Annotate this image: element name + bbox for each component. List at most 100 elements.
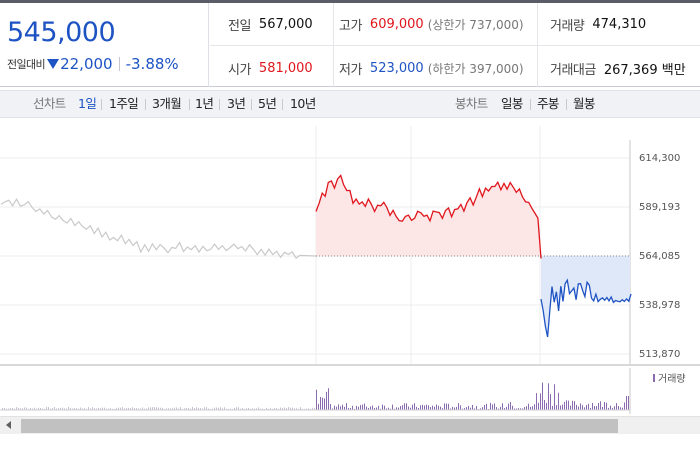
volume-bar [388,407,389,410]
scroll-left-arrow-icon[interactable] [6,421,11,429]
volume-bar [500,406,501,410]
volume-bar [250,408,251,410]
lower-limit: (하한가 397,000) [427,61,524,76]
volume-bar [376,407,377,410]
volume-bar [620,407,621,410]
volume-bar [476,406,477,410]
volume-bar [20,408,21,410]
volume-bar [442,408,443,410]
volume-cell: 거래량 474,310 [550,14,646,34]
volume-bar [114,408,115,410]
candle-chart-label: 봉차트 [455,96,488,111]
volume-bar [60,407,61,410]
volume-bar [10,408,11,410]
horizontal-scrollbar[interactable] [0,416,700,434]
volume-bar [552,406,553,410]
volume-bar [508,403,509,410]
volume-bar [482,407,483,410]
volume-bar [216,407,217,410]
volume-bar [198,407,199,410]
volume-bar [458,403,459,410]
volume-bar [96,408,97,410]
volume-bar [606,402,607,410]
volume-bar [324,398,325,410]
tab-period-10y[interactable]: 10년 [290,96,316,111]
volume-bar [188,408,189,410]
volume-bar [342,404,343,410]
volume-bar [540,393,541,410]
tab-period-5y[interactable]: 5년 [258,96,277,111]
tab-period-1d[interactable]: 1일 [78,96,97,111]
open-label: 시가 [228,62,251,78]
volume-bar [218,407,219,410]
volume-bar [614,406,615,410]
tab-candle-weekly[interactable]: 주봉 [537,96,559,111]
tab-period-1w[interactable]: 1주일 [109,96,139,111]
trade-value-label: 거래대금 [550,62,596,78]
volume-bar [564,401,565,410]
volume-bar [544,400,545,410]
tab-period-3m[interactable]: 3개월 [152,96,182,111]
volume-bar [220,407,221,410]
high-label: 고가 [339,18,362,34]
volume-bar [146,408,147,410]
volume-bar [480,408,481,410]
volume-bar [404,403,405,410]
volume-bar [486,403,487,410]
tab-period-1y[interactable]: 1년 [195,96,214,111]
volume-bar [120,407,121,410]
volume-bar [98,407,99,410]
volume-bar [138,408,139,410]
scrollbar-thumb[interactable] [21,419,618,433]
volume-bar [584,407,585,410]
volume-bar [190,408,191,410]
volume-bar [40,408,41,410]
volume-bar [460,405,461,410]
y-tick-label: 589,193 [639,202,680,213]
volume-bar [212,408,213,410]
prev-close-label: 전일 [228,18,251,34]
volume-bar [492,404,493,410]
price-chart: 614,300 589,193 564,085 538,978 513,870 … [0,126,700,414]
volume-bar [456,406,457,410]
volume-bar [204,407,205,410]
volume-bar [18,407,19,410]
volume-bar [604,402,605,410]
tab-period-3y[interactable]: 3년 [227,96,246,111]
volume-bar [174,407,175,410]
trade-value-cell: 거래대금 267,369 백만 [550,58,686,78]
volume-bar [418,408,419,410]
volume-bar [356,405,357,410]
volume-bar [526,406,527,410]
volume-bar [200,408,201,410]
volume-bar [574,401,575,410]
volume-bar [516,408,517,410]
volume-bar [66,408,67,410]
volume-bar [238,407,239,410]
volume-bar [314,408,315,410]
volume-bar [408,406,409,410]
volume-bar [406,403,407,410]
high-cell: 고가 609,000 (상한가 737,000) [339,14,524,34]
tab-candle-monthly[interactable]: 월봉 [573,96,595,111]
tab-candle-daily[interactable]: 일봉 [501,96,523,111]
tab-divider [219,99,220,110]
change-value: 22,000 [60,55,113,73]
volume-bar [270,408,271,410]
rising-series [315,174,542,259]
volume-bar [12,408,13,410]
volume-bar [108,408,109,410]
volume-bar [128,408,129,410]
volume-bar [50,408,51,410]
volume-bar [24,407,25,410]
volume-bar [570,405,571,410]
volume-bar [474,408,475,410]
volume-bar [104,407,105,410]
volume-bar [464,408,465,410]
volume-bar [134,408,135,410]
low-value: 523,000 [369,60,424,76]
volume-label: 거래량 [550,18,585,34]
volume-bar [178,408,179,410]
tab-divider [251,99,252,110]
volume-bar [366,406,367,410]
